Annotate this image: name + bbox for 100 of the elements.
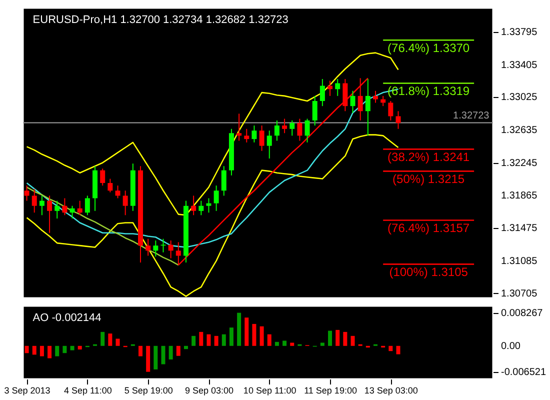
line-series (26, 186, 180, 266)
candlestick (168, 240, 174, 259)
candlestick (122, 190, 128, 216)
y-tick-label: 1.31865 (501, 190, 538, 202)
candlestick (297, 118, 302, 142)
candlestick (84, 195, 90, 216)
candlestick (47, 195, 52, 234)
candlestick (221, 166, 226, 196)
bar (116, 338, 120, 346)
bar (336, 330, 340, 346)
candlestick (304, 118, 310, 143)
candlestick (274, 120, 280, 142)
annotation: (76.4%) 1.3157 (388, 221, 470, 236)
bar (320, 342, 324, 346)
bar (199, 332, 204, 346)
candlestick (198, 200, 204, 216)
y-tick-label: 1.33405 (501, 60, 538, 72)
candlestick (290, 120, 295, 136)
y-tick-label: 1.31475 (501, 223, 538, 234)
candlestick (259, 125, 264, 152)
bar (244, 318, 249, 346)
candlestick (146, 238, 151, 256)
annotation: (38.2%) 1.3241 (388, 150, 470, 164)
candlestick (214, 185, 219, 212)
candlestick (191, 195, 196, 216)
candlestick (54, 200, 60, 220)
x-tick-label: 3 Sep 2013 (4, 386, 50, 396)
bar (237, 312, 242, 346)
bar (78, 346, 82, 350)
candlestick (108, 178, 113, 193)
annotation: (100%) 1.3105 (389, 265, 468, 280)
y-tick-label: 1.32635 (501, 125, 538, 136)
candlestick (396, 110, 401, 130)
y-tick-label: 1.33025 (501, 92, 538, 104)
bar (154, 346, 158, 370)
bar (138, 346, 142, 356)
candlestick (373, 90, 378, 104)
bar (62, 346, 67, 354)
candlestick (24, 185, 30, 202)
bar (32, 346, 36, 355)
candlestick (115, 185, 120, 199)
bar (290, 342, 294, 346)
bar (252, 324, 256, 346)
x-tick-label: 10 Sep 11:00 (243, 386, 296, 396)
candlestick (282, 118, 288, 134)
bar (40, 346, 44, 356)
bar (388, 346, 393, 352)
y-tick-label: -0.006521 (501, 366, 546, 378)
candlestick (160, 238, 166, 253)
bar (70, 346, 74, 350)
bar (100, 332, 105, 346)
candlestick (365, 78, 370, 136)
annotation: (61.8%) 1.3319 (388, 84, 470, 98)
y-tick-label: 1.31085 (501, 256, 538, 268)
bar (343, 332, 348, 346)
candlestick (62, 198, 68, 216)
candlestick (236, 113, 242, 142)
candlestick (312, 95, 318, 126)
x-tick-label: 5 Sep 19:00 (124, 386, 173, 396)
bar (176, 346, 180, 356)
candlestick (32, 188, 37, 214)
bar (55, 346, 60, 356)
bar (229, 328, 234, 346)
text: EURUSD-Pro,H1 1.32700 1.32734 1.32682 1.32723 (32, 14, 288, 26)
annotation: (50%) 1.3215 (392, 172, 465, 186)
y-tick-label: 1.32245 (501, 158, 538, 170)
x-tick-label: 4 Sep 11:00 (64, 386, 112, 396)
x-tick-label: 11 Sep 19:00 (304, 386, 357, 396)
bar (48, 346, 52, 358)
bar (108, 334, 112, 346)
y-tick-label: 1.30705 (501, 288, 538, 300)
candlestick (70, 205, 75, 220)
bar (206, 334, 211, 346)
bar (222, 334, 226, 346)
bar (146, 346, 150, 372)
x-tick-label: 13 Sep 03:00 (364, 386, 418, 396)
bar (161, 346, 166, 364)
candlestick (100, 168, 106, 186)
candlestick (335, 78, 340, 96)
x-tick-label: 9 Sep 03:00 (184, 386, 234, 396)
bar (396, 346, 400, 354)
bar (328, 330, 332, 346)
bar (267, 334, 272, 346)
y-tick-label: 0.00 (501, 340, 521, 352)
bar (184, 346, 188, 350)
ref-line-label: 1.32723 (453, 110, 490, 122)
bar (24, 346, 29, 354)
y-tick-label: 0.008267 (501, 308, 544, 319)
candlestick (77, 200, 82, 216)
candlestick (266, 130, 272, 159)
y-tick-label: 1.33795 (501, 27, 538, 38)
bar (350, 336, 355, 346)
annotation: (76.4%) 1.3370 (388, 41, 470, 56)
candlestick (388, 100, 394, 121)
candlestick (206, 198, 212, 214)
bar (214, 336, 218, 346)
candlestick (153, 240, 158, 258)
candlestick (350, 90, 356, 114)
candlestick (244, 128, 250, 143)
bar (168, 346, 173, 360)
